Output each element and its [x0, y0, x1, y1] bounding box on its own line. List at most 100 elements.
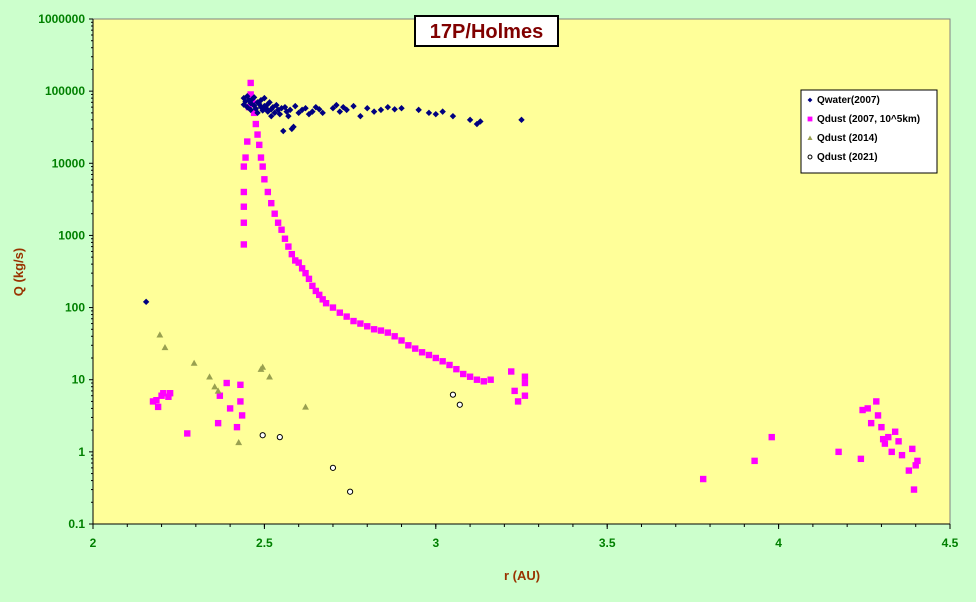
data-point-square	[466, 373, 474, 380]
data-point-square	[257, 154, 265, 161]
series-circle	[259, 391, 463, 495]
data-point-square	[859, 406, 866, 414]
data-point-triangle	[156, 331, 164, 338]
data-point-square	[384, 329, 392, 336]
data-point-diamond	[309, 108, 316, 115]
legend-entry-label: Qdust (2021)	[817, 152, 878, 163]
data-point-square	[487, 376, 494, 383]
data-point-circle	[456, 401, 463, 408]
data-point-square	[288, 250, 296, 258]
data-point-square	[240, 219, 248, 226]
data-point-square	[237, 398, 244, 405]
data-point-square	[751, 457, 758, 465]
x-tick-label: 3.5	[599, 536, 616, 550]
data-point-square	[343, 313, 350, 320]
y-tick-label: 100000	[45, 84, 85, 98]
data-point-triangle	[206, 373, 213, 380]
data-point-circle	[449, 391, 457, 398]
data-point-square	[864, 405, 871, 412]
data-point-square	[439, 358, 446, 365]
data-point-diamond	[245, 96, 253, 104]
data-point-square	[302, 269, 309, 277]
data-point-diamond	[449, 112, 457, 120]
data-point-square	[912, 462, 919, 469]
data-point-square	[305, 275, 313, 283]
data-point-square	[699, 475, 707, 483]
data-point-square	[909, 445, 916, 453]
data-point-square	[322, 299, 330, 307]
data-point-square	[521, 392, 529, 399]
data-point-square	[247, 91, 254, 98]
data-point-square	[398, 337, 405, 344]
data-point-square	[281, 235, 289, 242]
data-point-diamond	[292, 102, 299, 110]
data-point-square	[292, 257, 299, 264]
data-point-square	[216, 392, 224, 399]
data-point-diamond	[286, 106, 294, 114]
data-point-diamond	[377, 106, 385, 114]
x-tick-label: 3	[432, 536, 439, 550]
data-point-diamond	[142, 298, 150, 306]
data-point-square	[319, 296, 326, 303]
data-point-square	[154, 403, 162, 411]
legend-marker-triangle	[807, 135, 813, 141]
data-point-square	[240, 163, 248, 170]
legend-marker-circle	[807, 154, 813, 160]
data-point-square	[165, 393, 172, 400]
legend-marker-square	[807, 116, 813, 122]
data-point-square	[153, 397, 160, 404]
x-tick-label: 4	[775, 536, 782, 550]
data-point-square	[521, 379, 529, 387]
data-point-square	[247, 79, 254, 87]
data-point-diamond	[384, 103, 392, 111]
legend-entry-label: Qdust (2014)	[817, 133, 878, 144]
data-point-square	[879, 435, 887, 443]
data-point-square	[888, 448, 895, 456]
data-point-diamond	[295, 109, 302, 117]
data-point-diamond	[280, 127, 287, 135]
x-tick-label: 4.5	[942, 536, 959, 550]
x-tick-label: 2.5	[256, 536, 273, 550]
data-point-triangle	[259, 363, 267, 370]
data-point-square	[295, 259, 302, 266]
data-point-diamond	[264, 100, 272, 108]
data-point-square	[274, 219, 282, 226]
data-point-square	[240, 241, 248, 248]
data-point-square	[511, 387, 518, 395]
legend: Qwater(2007) Qdust (2007, 10^5km) Qdust (2…	[800, 89, 938, 174]
data-point-square	[240, 188, 248, 196]
data-point-square	[432, 354, 439, 362]
data-point-square	[244, 138, 251, 145]
data-point-diamond	[271, 109, 278, 117]
data-point-triangle	[266, 373, 273, 380]
data-point-square	[336, 309, 344, 316]
data-point-square	[237, 381, 244, 389]
data-point-diamond	[316, 106, 323, 113]
data-point-square	[480, 378, 487, 385]
axes: 0.1 1 10 100 1000 10000 100000 1000000 2 2.5 3 3.5 4…	[38, 12, 958, 550]
data-point-diamond	[290, 123, 297, 131]
data-point-diamond	[415, 106, 422, 114]
data-point-diamond	[285, 112, 292, 120]
legend-entry-label: Qwater(2007)	[817, 95, 880, 106]
data-point-square	[460, 370, 467, 378]
data-point-square	[250, 109, 258, 117]
data-point-diamond	[240, 101, 248, 108]
y-tick-label: 100	[65, 301, 85, 315]
data-point-diamond	[257, 96, 265, 104]
data-point-square	[268, 199, 275, 207]
data-point-square	[261, 176, 268, 183]
data-point-diamond	[240, 94, 248, 102]
y-tick-label: 10000	[52, 156, 86, 170]
data-point-square	[316, 291, 323, 299]
data-point-square	[214, 419, 222, 427]
data-point-square	[891, 428, 899, 435]
data-point-triangle	[161, 344, 169, 351]
data-point-square	[226, 405, 234, 412]
data-point-square	[264, 188, 272, 196]
data-point-square	[254, 131, 261, 138]
data-point-square	[285, 243, 292, 250]
data-point-diamond	[432, 110, 439, 118]
data-point-square	[874, 412, 882, 419]
data-point-diamond	[350, 102, 357, 110]
